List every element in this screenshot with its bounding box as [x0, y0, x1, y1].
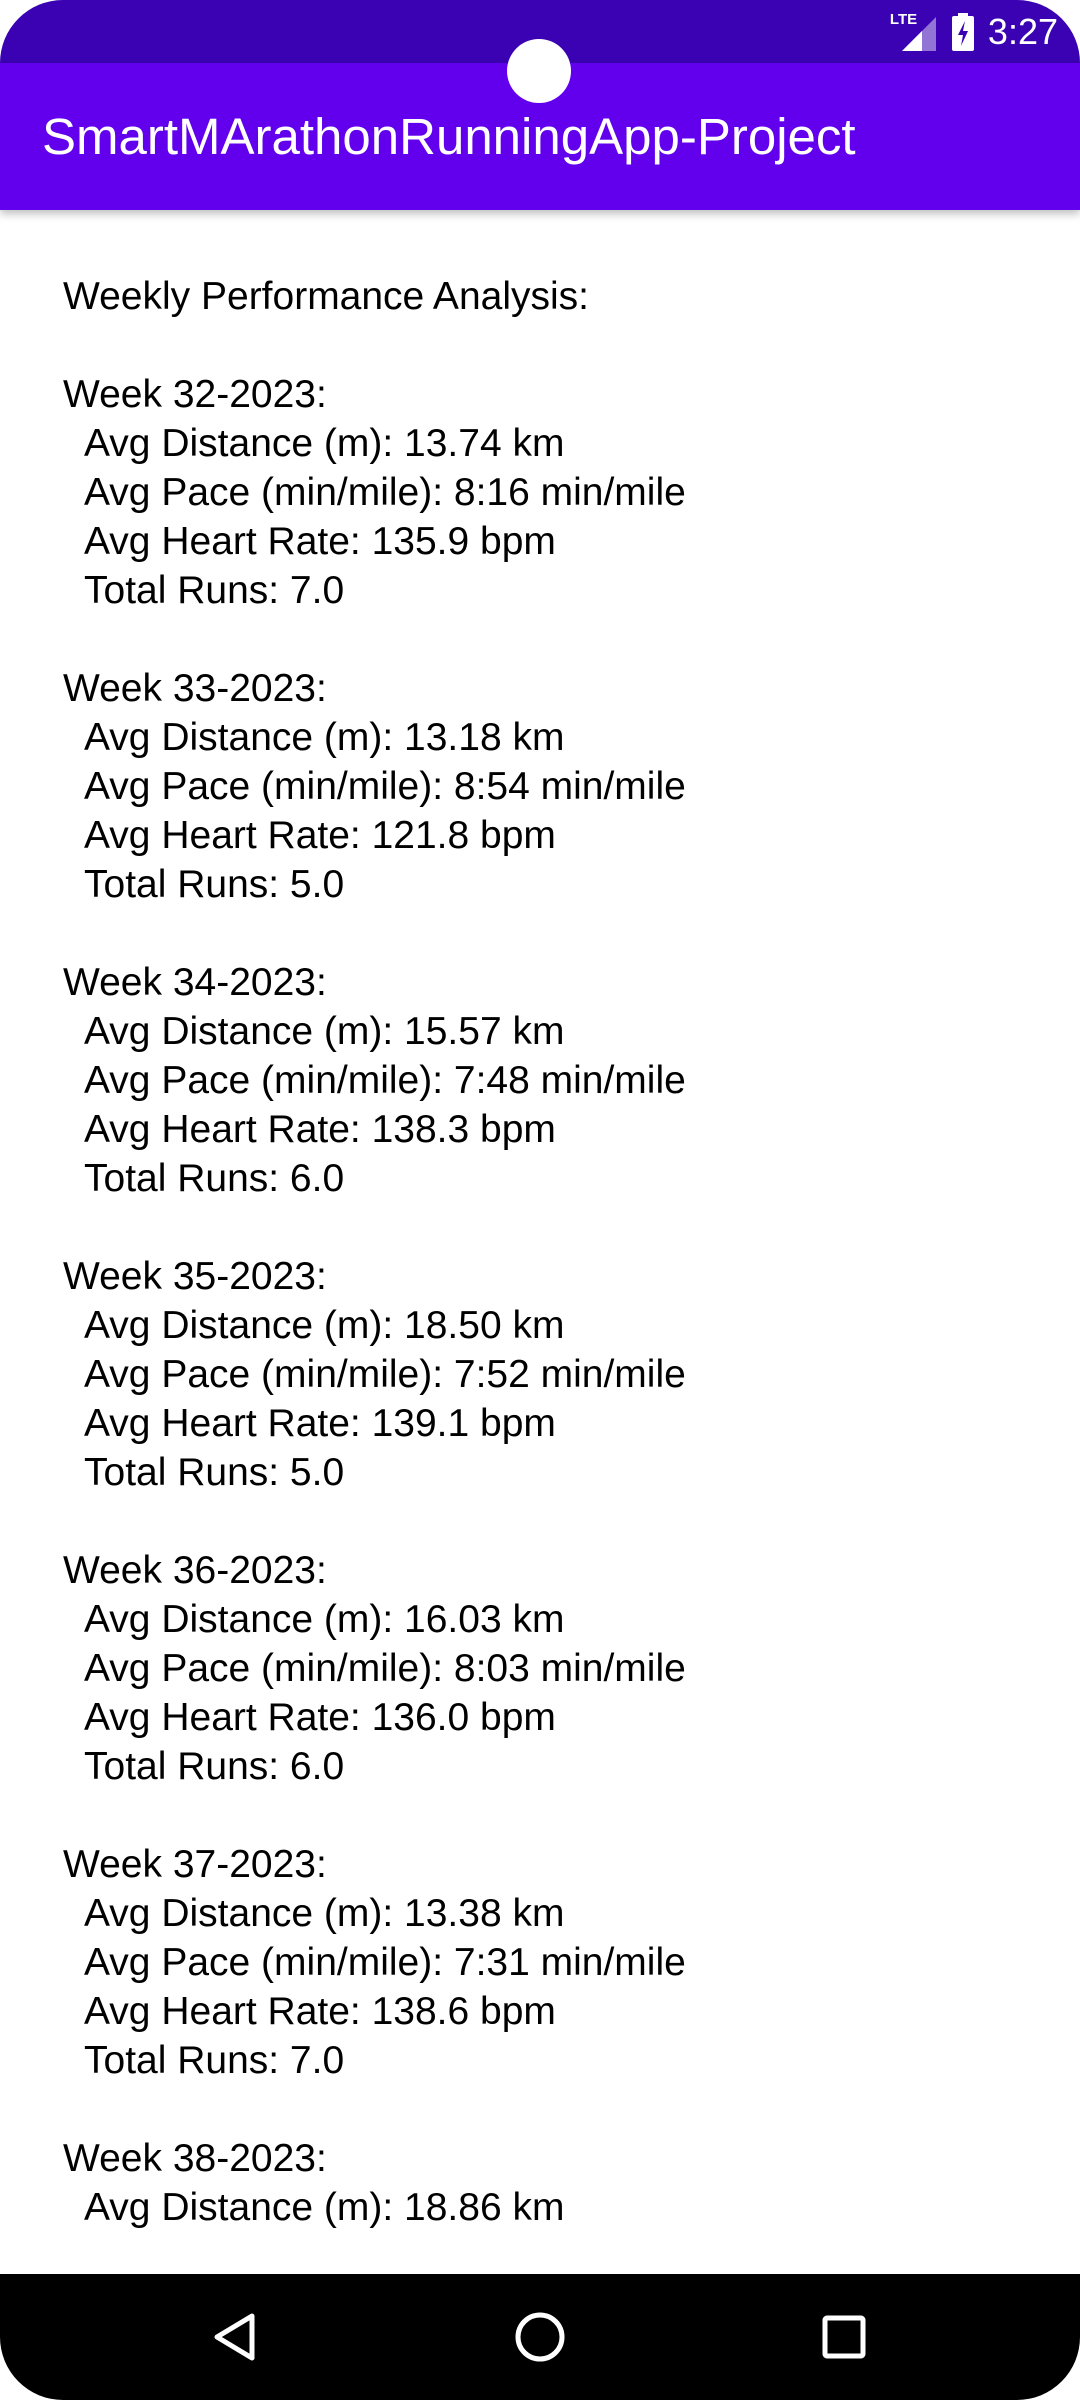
- avg-pace: Avg Pace (min/mile): 7:48 min/mile: [84, 1059, 686, 1102]
- avg-distance: Avg Distance (m): 15.57 km: [84, 1010, 565, 1053]
- status-icons: LTE 3:27: [890, 0, 1058, 63]
- week-label: Week 32-2023:: [63, 373, 327, 416]
- home-circle-icon: [515, 2312, 565, 2362]
- avg-pace: Avg Pace (min/mile): 8:03 min/mile: [84, 1647, 686, 1690]
- week-block: Week 38-2023: Avg Distance (m): 18.86 km: [63, 2134, 1043, 2232]
- avg-heart-rate: Avg Heart Rate: 136.0 bpm: [84, 1696, 556, 1739]
- total-runs: Total Runs: 7.0: [84, 569, 345, 612]
- back-triangle-icon: [214, 2313, 255, 2361]
- back-button[interactable]: [172, 2274, 298, 2400]
- avg-distance: Avg Distance (m): 13.38 km: [84, 1892, 565, 1935]
- analysis-heading: Weekly Performance Analysis:: [63, 275, 589, 318]
- avg-distance: Avg Distance (m): 13.18 km: [84, 716, 565, 759]
- avg-pace: Avg Pace (min/mile): 7:31 min/mile: [84, 1941, 686, 1984]
- front-camera-cutout: [507, 39, 571, 103]
- avg-distance: Avg Distance (m): 13.74 km: [84, 422, 565, 465]
- analysis-scroll-view[interactable]: Weekly Performance Analysis: Week 32-202…: [0, 210, 1080, 2232]
- system-navigation-bar: [0, 2274, 1080, 2400]
- avg-pace: Avg Pace (min/mile): 8:54 min/mile: [84, 765, 686, 808]
- battery-charging-icon: [951, 12, 974, 51]
- status-clock: 3:27: [987, 10, 1058, 52]
- avg-heart-rate: Avg Heart Rate: 121.8 bpm: [84, 814, 556, 857]
- cell-signal-icon: LTE: [890, 11, 938, 53]
- avg-distance: Avg Distance (m): 18.50 km: [84, 1304, 565, 1347]
- avg-pace: Avg Pace (min/mile): 8:16 min/mile: [84, 471, 686, 514]
- week-block: Week 35-2023: Avg Distance (m): 18.50 km…: [63, 1252, 1043, 1497]
- week-label: Week 37-2023:: [63, 1843, 327, 1886]
- avg-pace: Avg Pace (min/mile): 7:52 min/mile: [84, 1353, 686, 1396]
- analysis-text: Weekly Performance Analysis: Week 32-202…: [63, 272, 1043, 2232]
- total-runs: Total Runs: 6.0: [84, 1745, 345, 1788]
- avg-heart-rate: Avg Heart Rate: 138.3 bpm: [84, 1108, 556, 1151]
- recents-square-icon: [822, 2315, 866, 2359]
- week-label: Week 36-2023:: [63, 1549, 327, 1592]
- total-runs: Total Runs: 7.0: [84, 2039, 345, 2082]
- network-type-label: LTE: [889, 10, 918, 28]
- week-label: Week 38-2023:: [63, 2137, 327, 2180]
- avg-heart-rate: Avg Heart Rate: 139.1 bpm: [84, 1402, 556, 1445]
- avg-heart-rate: Avg Heart Rate: 138.6 bpm: [84, 1990, 556, 2033]
- week-label: Week 35-2023:: [63, 1255, 327, 1298]
- home-button[interactable]: [477, 2274, 603, 2400]
- avg-distance: Avg Distance (m): 16.03 km: [84, 1598, 565, 1641]
- week-label: Week 33-2023:: [63, 667, 327, 710]
- avg-distance: Avg Distance (m): 18.86 km: [84, 2186, 565, 2229]
- week-block: Week 32-2023: Avg Distance (m): 13.74 km…: [63, 370, 1043, 615]
- week-block: Week 36-2023: Avg Distance (m): 16.03 km…: [63, 1546, 1043, 1791]
- week-label: Week 34-2023:: [63, 961, 327, 1004]
- week-block: Week 37-2023: Avg Distance (m): 13.38 km…: [63, 1840, 1043, 2085]
- app-title: SmartMArathonRunningApp-Project: [42, 108, 856, 165]
- total-runs: Total Runs: 6.0: [84, 1157, 345, 1200]
- total-runs: Total Runs: 5.0: [84, 863, 345, 906]
- week-block: Week 33-2023: Avg Distance (m): 13.18 km…: [63, 664, 1043, 909]
- total-runs: Total Runs: 5.0: [84, 1451, 345, 1494]
- avg-heart-rate: Avg Heart Rate: 135.9 bpm: [84, 520, 556, 563]
- recents-button[interactable]: [781, 2274, 907, 2400]
- week-block: Week 34-2023: Avg Distance (m): 15.57 km…: [63, 958, 1043, 1203]
